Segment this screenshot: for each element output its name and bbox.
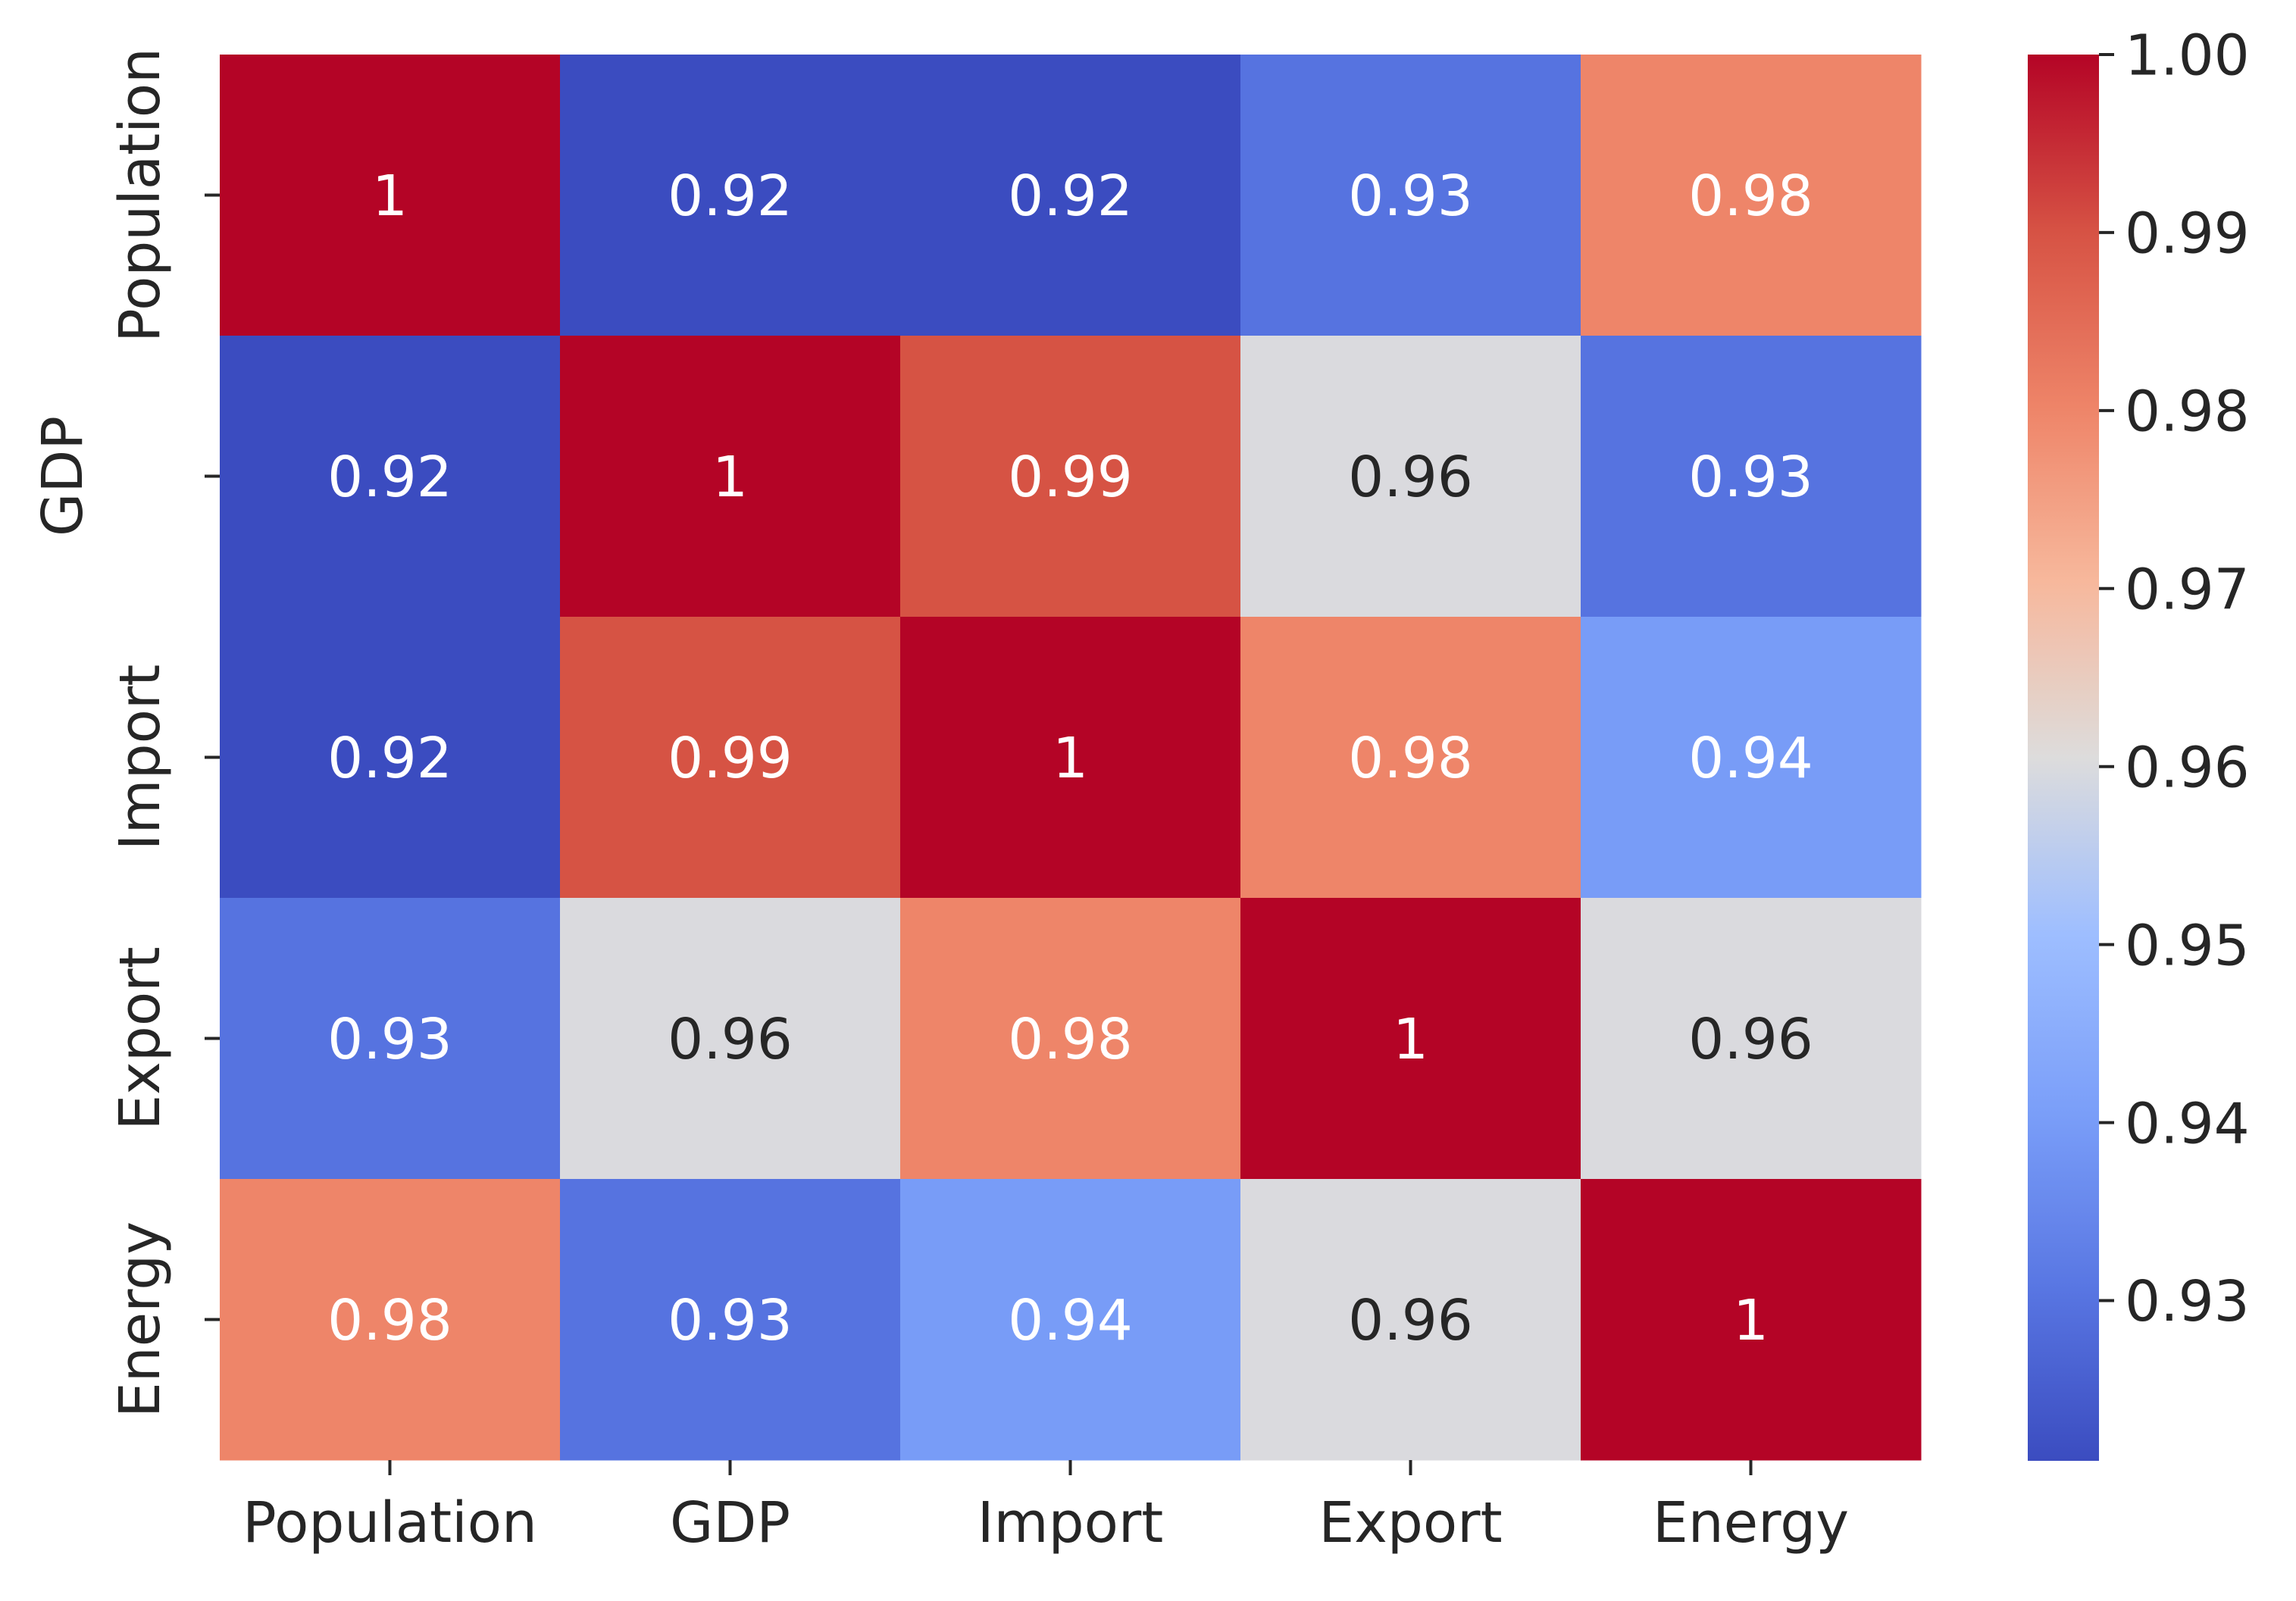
cell-label-1-4: 0.93 — [1688, 445, 1813, 510]
x-tick-label-population: Population — [242, 1490, 537, 1556]
cell-label-0-4: 0.98 — [1688, 164, 1813, 229]
y-tick-label-import: Import — [108, 664, 173, 851]
heatmap-cell-3-2 — [900, 898, 1241, 1180]
cell-label-0-1: 0.92 — [668, 164, 793, 229]
cell-label-4-0: 0.98 — [327, 1288, 452, 1353]
heatmap-cells — [220, 55, 1922, 1461]
heatmap-cell-4-2 — [900, 1179, 1241, 1461]
x-tick-label-import: Import — [978, 1490, 1164, 1556]
cell-label-3-1: 0.96 — [668, 1007, 793, 1072]
heatmap-cell-0-0 — [220, 55, 561, 336]
heatmap-cell-1-3 — [1240, 336, 1581, 618]
colorbar-tick-label: 0.95 — [2125, 913, 2250, 978]
heatmap-cell-3-4 — [1581, 898, 1922, 1180]
cell-label-1-2: 0.99 — [1008, 445, 1133, 510]
y-axis: Population GDP Import Export Energy — [30, 48, 220, 1418]
cell-label-1-0: 0.92 — [327, 445, 452, 510]
colorbar-tick-label: 1.00 — [2125, 23, 2250, 89]
heatmap-cell-3-0 — [220, 898, 561, 1180]
heatmap-cell-2-0 — [220, 617, 561, 899]
colorbar-gradient — [2028, 55, 2099, 1461]
x-axis: Population GDP Import Export Energy — [242, 1460, 1849, 1556]
cell-label-0-0: 1 — [372, 164, 408, 229]
x-tick-label-export: Export — [1318, 1490, 1502, 1556]
heatmap-cell-0-1 — [560, 55, 901, 336]
y-tick-label-population: Population — [108, 48, 173, 342]
cell-label-4-4: 1 — [1733, 1288, 1769, 1353]
cell-label-2-2: 1 — [1053, 726, 1088, 791]
colorbar: 0.93 0.94 0.95 0.96 0.97 0.98 0.99 1.00 — [2028, 23, 2250, 1461]
cell-label-2-4: 0.94 — [1688, 726, 1813, 791]
heatmap-cell-0-2 — [900, 55, 1241, 336]
cell-label-4-2: 0.94 — [1008, 1288, 1133, 1353]
heatmap-cell-0-3 — [1240, 55, 1581, 336]
heatmap-cell-4-1 — [560, 1179, 901, 1461]
cell-label-0-2: 0.92 — [1008, 164, 1133, 229]
cell-label-4-1: 0.93 — [668, 1288, 793, 1353]
colorbar-tick-label: 0.93 — [2125, 1269, 2250, 1334]
colorbar-tick-label: 0.99 — [2125, 202, 2250, 267]
heatmap-cell-2-1 — [560, 617, 901, 899]
heatmap-cell-0-4 — [1581, 55, 1922, 336]
cell-label-3-3: 1 — [1393, 1007, 1428, 1072]
heatmap-cell-2-4 — [1581, 617, 1922, 899]
heatmap-cell-1-4 — [1581, 336, 1922, 618]
y-tick-label-energy: Energy — [108, 1221, 173, 1418]
colorbar-tick-label: 0.97 — [2125, 557, 2250, 622]
heatmap-cell-3-1 — [560, 898, 901, 1180]
cell-label-1-1: 1 — [712, 445, 748, 510]
cell-label-3-4: 0.96 — [1688, 1007, 1813, 1072]
heatmap-cell-1-0 — [220, 336, 561, 618]
y-tick-label-gdp: GDP — [30, 416, 95, 536]
cell-label-2-3: 0.98 — [1348, 726, 1473, 791]
colorbar-tick-label: 0.94 — [2125, 1091, 2250, 1156]
cell-label-3-2: 0.98 — [1008, 1007, 1133, 1072]
heatmap-cell-3-3 — [1240, 898, 1581, 1180]
cell-label-2-1: 0.99 — [668, 726, 793, 791]
x-tick-label-gdp: GDP — [670, 1490, 790, 1556]
heatmap-cell-4-0 — [220, 1179, 561, 1461]
cell-label-4-3: 0.96 — [1348, 1288, 1473, 1353]
heatmap-cell-1-1 — [560, 336, 901, 618]
y-tick-label-export: Export — [108, 946, 173, 1130]
heatmap-cell-2-3 — [1240, 617, 1581, 899]
cell-label-2-0: 0.92 — [327, 726, 452, 791]
heatmap-cell-4-3 — [1240, 1179, 1581, 1461]
heatmap-cell-4-4 — [1581, 1179, 1922, 1461]
heatmap-cell-1-2 — [900, 336, 1241, 618]
x-tick-label-energy: Energy — [1653, 1490, 1849, 1556]
cell-annotations: 1 0.92 0.92 0.93 0.98 0.92 1 0.99 0.96 0.93 0.92 0.… — [327, 164, 1813, 1353]
heatmap-cell-2-2 — [900, 617, 1241, 899]
cell-label-1-3: 0.96 — [1348, 445, 1473, 510]
cell-label-0-3: 0.93 — [1348, 164, 1473, 229]
colorbar-tick-label: 0.98 — [2125, 380, 2250, 445]
cell-label-3-0: 0.93 — [327, 1007, 452, 1072]
colorbar-tick-label: 0.96 — [2125, 735, 2250, 800]
